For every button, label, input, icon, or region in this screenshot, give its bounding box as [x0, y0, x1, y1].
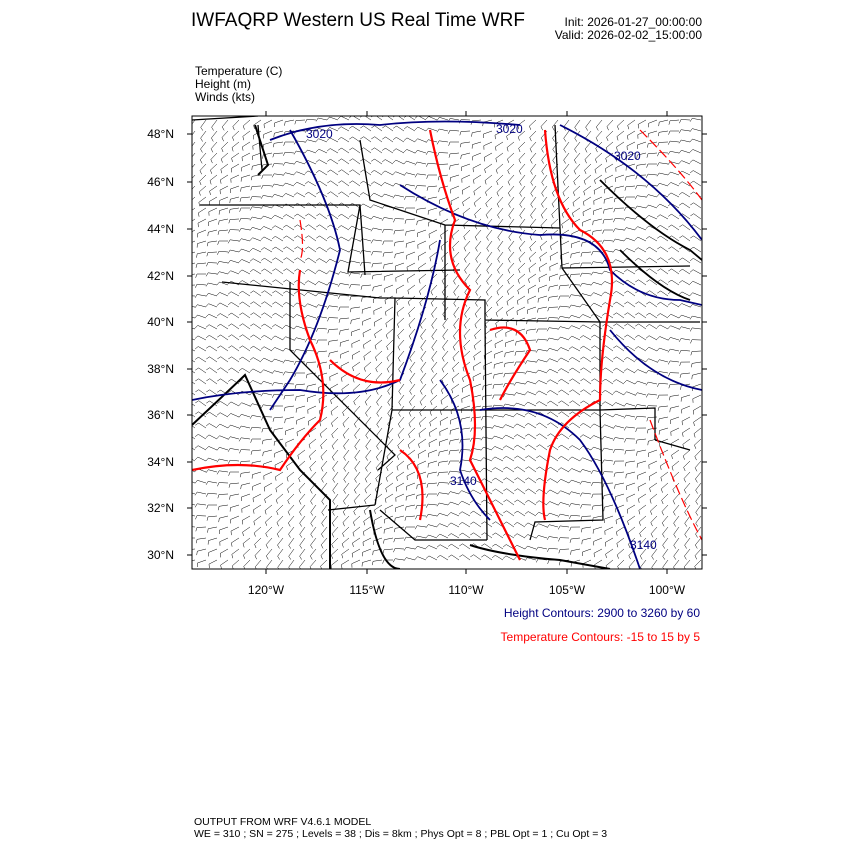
state-borders — [192, 116, 702, 569]
height-contour-legend: Height Contours: 2900 to 3260 by 60 — [503, 606, 700, 620]
height-label: 3020 — [614, 149, 641, 163]
height-contours — [192, 120, 702, 569]
lat-tick: 48°N — [147, 127, 174, 141]
lon-tick: 120°W — [247, 583, 285, 597]
init-time: Init: 2026-01-27_00:00:00 — [564, 15, 702, 29]
lat-tick: 40°N — [147, 315, 174, 329]
lon-tick: 105°W — [548, 583, 586, 597]
footer-config: WE = 310 ; SN = 275 ; Levels = 38 ; Dis … — [194, 828, 608, 840]
lat-tick: 46°N — [147, 175, 174, 189]
lon-tick: 115°W — [349, 583, 385, 597]
lon-tick: 110°W — [448, 583, 484, 597]
height-label: 3140 — [450, 474, 477, 488]
lat-tick: 42°N — [147, 269, 174, 283]
lat-tick: 36°N — [147, 408, 174, 422]
lat-tick: 44°N — [147, 222, 174, 236]
lat-tick: 38°N — [147, 362, 174, 376]
field-temperature: Temperature (C) — [195, 64, 283, 78]
lat-tick: 32°N — [147, 501, 174, 515]
wind-barbs — [192, 116, 702, 569]
height-label: 3020 — [306, 127, 333, 141]
tick-marks — [187, 111, 707, 574]
height-contour-labels: 3020 3020 3020 3140 3140 — [306, 122, 657, 552]
height-label: 3140 — [630, 538, 657, 552]
plot-title: IWFAQRP Western US Real Time WRF — [191, 10, 525, 31]
lon-tick: 100°W — [648, 583, 686, 597]
valid-time: Valid: 2026-02-02_15:00:00 — [554, 28, 702, 42]
footer-model: OUTPUT FROM WRF V4.6.1 MODEL — [194, 816, 372, 828]
field-height: Height (m) — [195, 77, 252, 91]
lat-tick: 34°N — [147, 455, 174, 469]
axis-ticks — [187, 111, 707, 574]
map-frame — [191, 115, 703, 570]
height-label: 3020 — [496, 122, 523, 136]
lat-tick: 30°N — [147, 548, 174, 562]
temperature-contours — [192, 129, 702, 561]
field-winds: Winds (kts) — [195, 90, 255, 104]
temperature-contour-legend: Temperature Contours: -15 to 15 by 5 — [500, 630, 700, 644]
wind-barb-field — [192, 116, 702, 569]
